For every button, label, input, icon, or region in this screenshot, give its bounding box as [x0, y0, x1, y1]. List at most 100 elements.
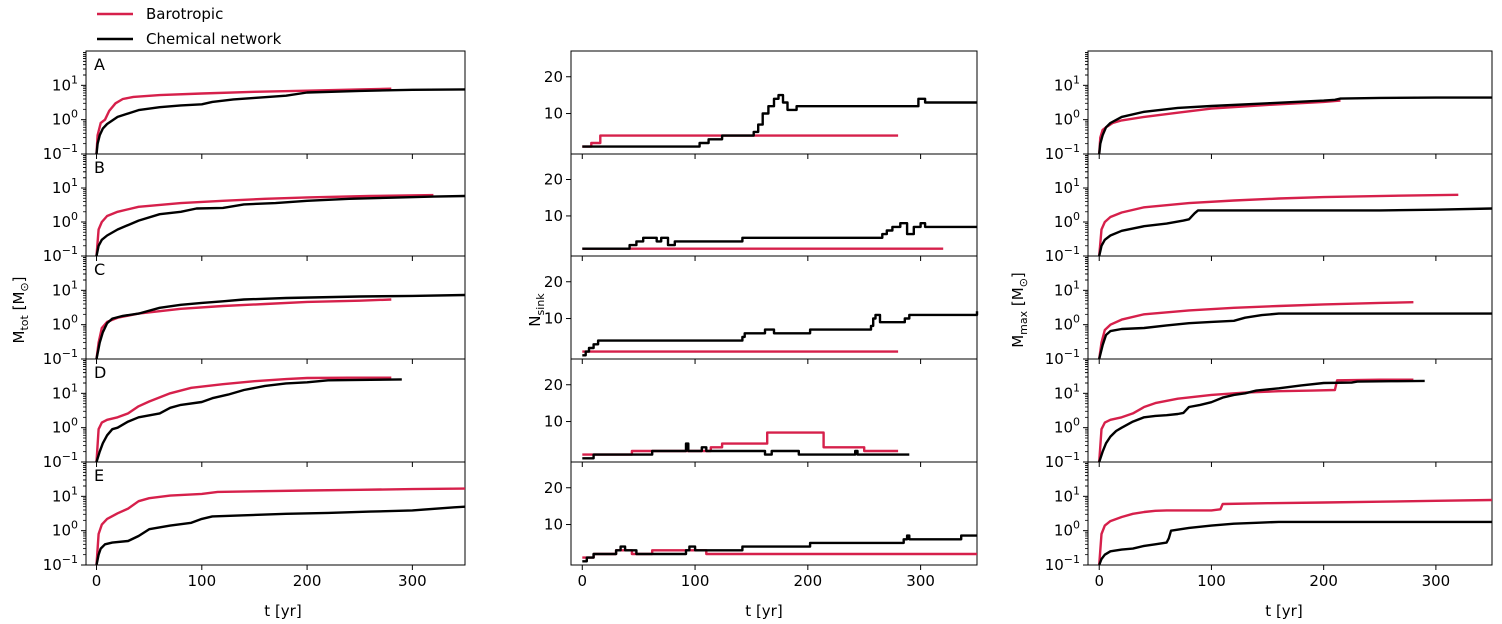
m-max-panel-c: 10−1 100 101: [1045, 255, 1493, 368]
n-sink-panel-d: 10 20: [544, 358, 978, 467]
y-tick-label: 10: [544, 516, 563, 534]
y-tick-label: 101: [52, 176, 78, 197]
panel-frame: [1087, 461, 1493, 566]
y-tick-label: 101: [52, 73, 78, 94]
y-tick-label: 10: [544, 105, 563, 123]
series-chemical-network: [95, 293, 466, 360]
y-tick-label: 20: [544, 68, 563, 86]
y-tick-label: 20: [544, 273, 563, 291]
series-chemical-network: [1098, 312, 1492, 360]
series-barotropic: [95, 376, 392, 463]
x-tick-label: 300: [398, 572, 427, 590]
y-tick-label: 101: [52, 278, 78, 299]
y-tick-label: 101: [1054, 176, 1080, 197]
series-barotropic: [1098, 378, 1414, 463]
y-tick-label: 20: [544, 376, 563, 394]
y-tick-label: 10−1: [1045, 142, 1080, 163]
legend-label-chemical: Chemical network: [146, 30, 282, 48]
y-tick-label: 101: [52, 484, 78, 505]
series-barotropic: [95, 87, 392, 155]
y-tick-label: 100: [52, 313, 78, 334]
series-chemical-network: [95, 505, 466, 566]
xlabel-col2: t [yr]: [745, 602, 782, 620]
y-tick-label: 100: [52, 210, 78, 231]
panel-frame: [85, 461, 466, 566]
xlabel-col3: t [yr]: [1265, 602, 1302, 620]
panel-frame: [85, 50, 466, 155]
panel-frame: [1087, 358, 1493, 463]
x-tick-label: 100: [681, 572, 710, 590]
y-tick-label: 100: [1054, 210, 1080, 231]
y-tick-label: 10: [544, 413, 563, 431]
series-barotropic: [582, 431, 899, 456]
series-chemical-network: [582, 222, 977, 250]
series-chemical-network: [1098, 96, 1492, 155]
panel-frame: [1087, 255, 1493, 360]
y-tick-label: 10−1: [43, 553, 78, 574]
y-tick-label: 101: [1054, 381, 1080, 402]
n-sink-panel-c: 10 20: [544, 255, 979, 364]
ylabel-mmax: Mmax [M⊙]: [1009, 272, 1030, 348]
x-tick-label: 0: [1094, 572, 1104, 590]
legend: Barotropic Chemical network: [97, 5, 282, 48]
m-tot-panel-a: 10−1 100 101 A: [43, 50, 466, 163]
legend-label-barotropic: Barotropic: [146, 5, 223, 23]
series-barotropic: [582, 134, 899, 148]
ylabel-nsink: Nsink: [526, 293, 547, 327]
y-tick-label: 101: [1054, 73, 1080, 94]
y-tick-label: 101: [1054, 278, 1080, 299]
m-tot-panel-d: 10−1 100 101 D: [43, 358, 466, 471]
y-tick-label: 10−1: [1045, 244, 1080, 265]
panel-frame: [570, 255, 978, 360]
n-sink-panel-b: 10 20: [544, 153, 978, 261]
y-tick-label: 10−1: [1045, 450, 1080, 471]
ylabel-mtot: Mtot [M⊙]: [10, 277, 31, 344]
panel-label: D: [94, 363, 106, 382]
m-max-panel-e: 10−1 100 101 0 100 200 300: [1045, 461, 1493, 590]
y-tick-label: 100: [1054, 313, 1080, 334]
y-tick-label: 10−1: [43, 450, 78, 471]
panel-label: C: [94, 260, 105, 279]
m-tot-panel-b: 10−1 100 101 B: [43, 153, 466, 265]
series-barotropic: [1098, 99, 1341, 155]
n-sink-panel-a: 10 20: [544, 50, 978, 159]
x-tick-label: 100: [187, 572, 216, 590]
m-tot-panel-e: 10−1 100 101 0 100 200 300 E: [43, 461, 466, 590]
panel-label: B: [94, 158, 105, 177]
panel-frame: [570, 461, 978, 566]
series-barotropic: [95, 193, 434, 257]
panel-frame: [570, 358, 978, 463]
y-tick-label: 100: [1054, 416, 1080, 437]
y-tick-label: 10: [544, 310, 563, 328]
series-chemical-network: [582, 311, 979, 357]
panel-frame: [1087, 153, 1493, 257]
series-barotropic: [95, 298, 392, 360]
x-tick-label: 200: [794, 572, 823, 590]
m-max-panel-b: 10−1 100 101: [1045, 153, 1493, 265]
panel-frame: [85, 358, 466, 463]
x-tick-label: 0: [578, 572, 588, 590]
x-tick-label: 200: [293, 572, 322, 590]
panel-frame: [570, 153, 978, 257]
y-tick-label: 10−1: [43, 142, 78, 163]
panel-label: E: [94, 466, 104, 485]
xlabel-col1: t [yr]: [264, 602, 301, 620]
series-chemical-network: [95, 88, 466, 155]
series-barotropic: [1098, 193, 1459, 257]
x-tick-label: 0: [92, 572, 102, 590]
m-max-panel-d: 10−1 100 101: [1045, 358, 1493, 471]
y-tick-label: 100: [52, 108, 78, 129]
y-tick-label: 100: [52, 519, 78, 540]
y-tick-label: 100: [52, 416, 78, 437]
series-chemical-network: [1098, 379, 1425, 463]
series-chemical-network: [582, 442, 910, 460]
y-tick-label: 10−1: [1045, 553, 1080, 574]
m-max-panel-a: 10−1 100 101: [1045, 50, 1493, 163]
y-tick-label: 100: [1054, 519, 1080, 540]
y-tick-label: 20: [544, 171, 563, 189]
series-barotropic: [1098, 301, 1414, 360]
plot-area: 10−1100101A10−1100101B10−1100101C10−1100…: [43, 50, 1493, 590]
y-tick-label: 10−1: [1045, 347, 1080, 368]
